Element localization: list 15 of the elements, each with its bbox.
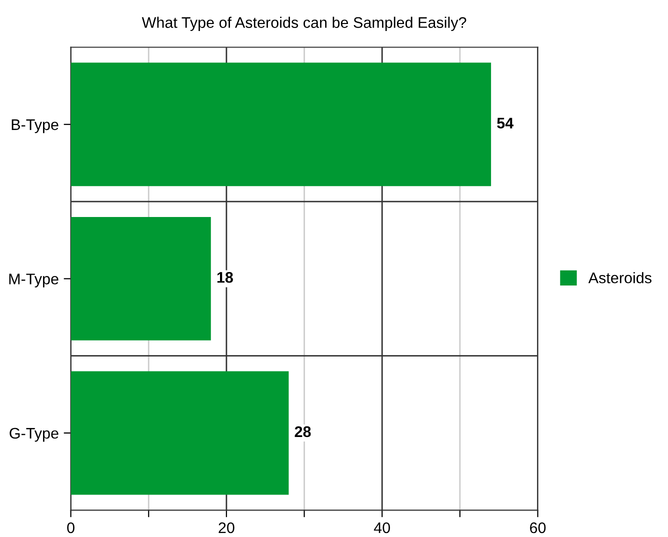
bar bbox=[70, 62, 492, 186]
x-tick-label: 0 bbox=[67, 522, 74, 534]
chart-title: What Type of Asteroids can be Sampled Easily? bbox=[142, 16, 466, 31]
bar bbox=[70, 216, 211, 340]
data-label: 18 bbox=[217, 272, 233, 283]
y-tick-label: G-Type bbox=[10, 428, 58, 442]
legend-label: Asteroids bbox=[588, 272, 652, 284]
data-label: 28 bbox=[294, 426, 311, 438]
data-label: 54 bbox=[497, 118, 514, 129]
x-tick-label: 40 bbox=[374, 522, 390, 534]
y-tick-label: B-Type bbox=[12, 119, 58, 134]
x-tick-label: 60 bbox=[530, 522, 546, 534]
y-tick-label: M-Type bbox=[9, 274, 58, 288]
bar bbox=[70, 371, 289, 495]
x-tick-label: 20 bbox=[218, 522, 234, 534]
